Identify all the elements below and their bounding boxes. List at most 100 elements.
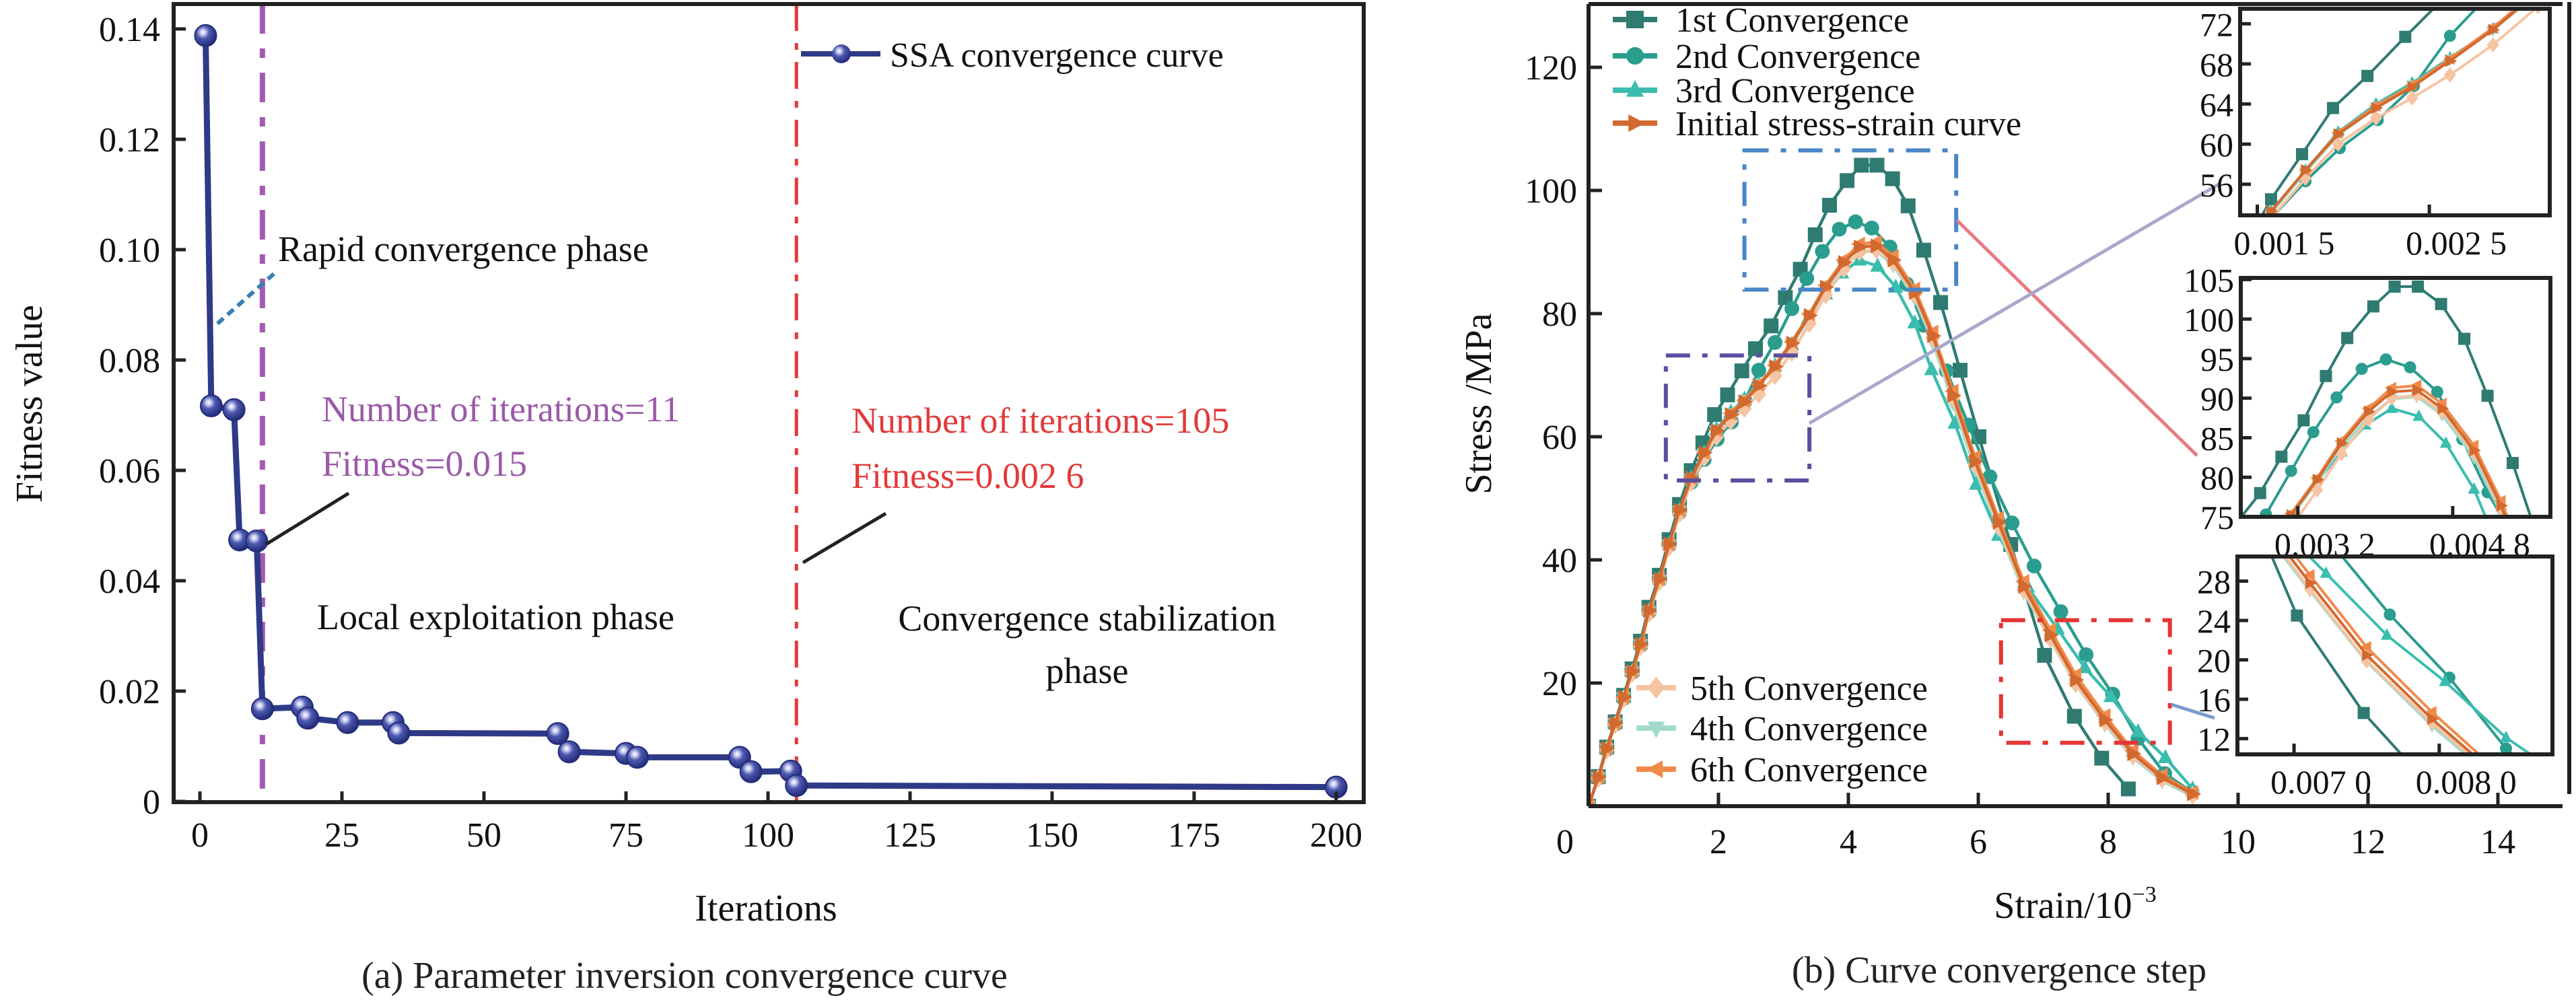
initial-stress-strain-curve-point	[1803, 308, 1818, 323]
5th-convergence-point	[1407, 541, 1419, 557]
4th-convergence-point	[1530, 289, 1542, 301]
rapid-phase-leader-line	[216, 271, 277, 326]
3rd-convergence-point	[1558, 248, 1570, 259]
3rd-convergence-point	[1947, 415, 1963, 429]
series-initial-stress-strain-curve	[1314, 30, 2475, 771]
5th-convergence-point	[2486, 37, 2499, 52]
2nd-convergence-point	[1313, 760, 1325, 773]
2nd-convergence-point	[2379, 353, 2392, 366]
y-tick-label: 0.04	[99, 563, 160, 601]
initial-stress-strain-curve-point	[2305, 577, 2318, 589]
2nd-convergence-point	[1530, 297, 1542, 309]
inset-y-tick-label: 100	[2184, 301, 2234, 338]
initial-stress-strain-curve-point	[1617, 690, 1632, 705]
6th-convergence-point	[1406, 538, 1418, 550]
x-tick-label: 6	[1970, 823, 1987, 861]
6th-convergence-point	[2425, 706, 2437, 719]
4th-convergence-point	[1313, 760, 1325, 772]
2nd-convergence-point	[2431, 386, 2443, 398]
legend-item-1st-convergence: 1st Convergence	[1613, 1, 1909, 40]
initial-stress-strain-curve-point	[2074, 853, 2085, 865]
1st-convergence-point	[2435, 297, 2447, 310]
3rd-convergence-point	[1501, 325, 1513, 336]
1st-convergence-point	[2145, 260, 2157, 273]
panel-b-x-axis-title-base: Strain/10	[1994, 885, 2132, 927]
initial-stress-strain-curve-point	[2187, 786, 2202, 801]
legend-item-6th-convergence: 6th Convergence	[1636, 751, 1928, 789]
3rd-convergence-point	[1530, 285, 1542, 296]
5th-convergence-point	[2153, 425, 2165, 440]
inset-y-tick-label: 20	[2197, 642, 2231, 680]
2nd-convergence-point	[2181, 371, 2193, 384]
2nd-convergence-point	[2260, 508, 2272, 517]
initial-stress-strain-curve-point	[2002, 30, 2013, 42]
1st-convergence-point	[2066, 709, 2082, 724]
initial-stress-strain-curve-point	[2262, 539, 2273, 551]
legend-marker-icon	[1628, 114, 1645, 132]
2nd-convergence-point	[1430, 489, 1442, 501]
x-tick-label: 4	[1840, 823, 1857, 861]
4th-convergence-point	[2108, 523, 2120, 534]
initial-stress-strain-curve-point	[1769, 359, 1784, 374]
x-tick-label: 2	[1710, 823, 1727, 861]
2nd-convergence-point	[2155, 659, 2167, 671]
series-initial-stress-strain-curve	[2110, 9, 2520, 532]
6th-convergence-point	[2087, 812, 2098, 824]
2nd-convergence-point	[1652, 154, 1664, 166]
2nd-convergence-point	[2072, 155, 2084, 167]
2nd-convergence-point	[2019, 694, 2031, 706]
4th-convergence-point	[1558, 253, 1570, 264]
initial-stress-strain-curve-point	[1314, 758, 1325, 771]
6th-convergence-point	[2180, 369, 2191, 382]
legend-item-3rd-convergence: 3rd Convergence	[1613, 72, 1915, 110]
stress-strain-series	[1589, 157, 2202, 806]
2nd-convergence-point	[2173, 633, 2186, 645]
y-tick-label: 0.14	[99, 11, 160, 49]
2nd-convergence-point	[2383, 608, 2396, 621]
x-tick-label: 0	[1556, 823, 1574, 861]
1st-convergence-point	[1900, 198, 1916, 213]
1st-convergence-point	[1748, 341, 1764, 357]
initial-stress-strain-curve-point	[2445, 55, 2458, 67]
5th-convergence-point	[2135, 686, 2147, 702]
3rd-convergence-point	[1388, 591, 1400, 602]
4th-convergence-point	[2131, 478, 2143, 490]
4th-convergence-point	[1369, 638, 1381, 649]
2nd-convergence-point	[1407, 540, 1419, 552]
inset-y-tick-label: 12	[2197, 721, 2231, 758]
initial-stress-strain-curve-point	[2496, 499, 2509, 512]
3rd-convergence-point	[2131, 475, 2143, 487]
2nd-convergence-point	[2022, 999, 2034, 1002]
5th-convergence-point	[1369, 637, 1381, 653]
1st-convergence-point	[1807, 227, 1823, 242]
3rd-convergence-point	[1590, 220, 1602, 231]
1st-convergence-point	[1331, 716, 1344, 728]
2nd-convergence-point	[2047, 933, 2059, 945]
legend-label: 3rd Convergence	[1675, 72, 1915, 110]
3rd-convergence-point	[2386, 401, 2398, 413]
6th-convergence-point	[1387, 592, 1399, 604]
3rd-convergence-point	[2499, 730, 2512, 742]
legend-item-4th-convergence: 4th Convergence	[1636, 710, 1928, 748]
series-3rd-convergence	[1369, 220, 2534, 754]
ssa-point	[296, 707, 320, 730]
6th-convergence-point	[2085, 187, 2097, 199]
initial-stress-strain-curve-point	[1601, 740, 1615, 756]
3rd-convergence-point	[1369, 634, 1381, 645]
initial-stress-strain-curve-point	[2174, 622, 2186, 634]
initial-stress-strain-curve-point	[2110, 520, 2122, 532]
initial-stress-strain-curve-point	[2043, 99, 2054, 111]
2nd-convergence-point	[2135, 688, 2147, 700]
ssa-point	[222, 398, 246, 421]
1st-convergence-point	[2047, 927, 2059, 939]
ssa-point	[194, 24, 217, 47]
initial-stress-strain-curve-point	[2182, 369, 2194, 382]
4th-convergence-point	[2135, 686, 2147, 697]
2nd-convergence-point	[1993, 740, 2005, 752]
4th-convergence-point	[2532, 0, 2544, 1]
inset-y-tick-label: 56	[2200, 166, 2233, 204]
initial-stress-strain-curve-point	[2427, 713, 2439, 725]
1st-convergence-point	[2357, 707, 2370, 719]
x-tick-label: 50	[466, 816, 501, 855]
